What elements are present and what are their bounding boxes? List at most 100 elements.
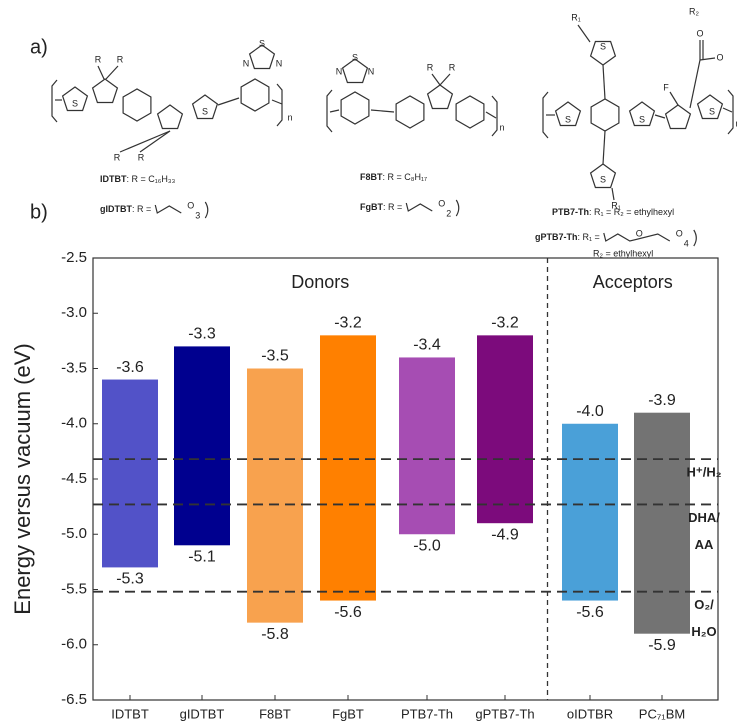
chain-label: 4 xyxy=(684,238,689,248)
bond xyxy=(689,59,701,109)
bond xyxy=(271,99,283,105)
bar xyxy=(320,335,376,601)
atom-label: n xyxy=(499,122,504,132)
caption-text: : R₁ = xyxy=(578,232,600,242)
bracket xyxy=(542,91,549,139)
bond xyxy=(439,73,451,86)
atom-label: S xyxy=(72,98,78,108)
caption: gIDTBT: R = xyxy=(100,204,151,214)
atom-label: R xyxy=(449,62,456,72)
ring xyxy=(395,95,425,129)
bond xyxy=(105,65,119,80)
atom-label: n xyxy=(735,118,737,128)
caption-text: : R = xyxy=(383,202,402,212)
bar xyxy=(634,412,690,634)
bond xyxy=(370,109,395,113)
atom-label: S xyxy=(709,106,715,116)
caption-name: IDTBT xyxy=(100,174,127,184)
ring xyxy=(91,78,119,104)
bracket xyxy=(491,95,498,137)
panel-label: b) xyxy=(30,201,48,223)
chain-label: O xyxy=(676,228,683,238)
ring xyxy=(122,88,152,122)
chain-label: O xyxy=(636,228,643,238)
atom-label: S xyxy=(639,114,645,124)
y-axis-label: Energy versus vacuum (eV) xyxy=(10,343,35,614)
atom-label: R₁ xyxy=(611,200,621,210)
atom-label: S xyxy=(600,41,606,51)
x-tick-label: PC₇₁BM xyxy=(639,706,685,721)
caption: gPTB7-Th: R₁ = xyxy=(535,232,600,242)
value-label: -4.9 xyxy=(491,526,519,543)
caption-text: : R = C₁₆H₃₃ xyxy=(127,174,176,184)
bracket xyxy=(727,89,734,135)
reference-label: AA xyxy=(695,537,714,552)
caption: F8BT: R = C₈H₁₇ xyxy=(360,172,427,182)
y-tick-label: -5.0 xyxy=(61,525,87,542)
bar xyxy=(102,379,158,568)
caption-name: gPTB7-Th xyxy=(535,232,578,242)
value-label: -5.0 xyxy=(413,537,441,554)
caption: PTB7-Th: R₁ = R₂ = ethylhexyl xyxy=(552,207,674,217)
atom-label: N xyxy=(276,58,283,68)
value-label: -3.3 xyxy=(188,326,216,343)
y-tick-label: -4.0 xyxy=(61,415,87,432)
bond xyxy=(97,65,105,80)
ring xyxy=(455,95,485,129)
atom-label: R xyxy=(95,54,102,64)
x-tick-label: gPTB7-Th xyxy=(475,706,534,721)
value-label: -5.3 xyxy=(116,571,144,588)
ring xyxy=(341,58,369,84)
ring xyxy=(628,101,656,127)
bond xyxy=(577,24,591,43)
atom-label: S xyxy=(352,52,358,62)
ring xyxy=(696,94,724,120)
bond xyxy=(119,130,171,153)
atom-label: R xyxy=(427,62,434,72)
ring xyxy=(340,91,370,125)
x-tick-label: F8BT xyxy=(259,706,291,721)
atom-label: N xyxy=(336,66,343,76)
atom-label: n xyxy=(287,112,292,122)
bracket xyxy=(326,89,333,133)
ring xyxy=(554,101,582,127)
ring xyxy=(191,94,219,120)
ring xyxy=(426,84,454,110)
bond xyxy=(329,109,340,113)
chain-bracket xyxy=(204,201,209,219)
ring xyxy=(248,44,276,70)
chain-label: 2 xyxy=(446,208,451,218)
y-tick-label: -4.5 xyxy=(61,470,87,487)
reference-label: H₂O xyxy=(691,624,716,639)
atom-label: S xyxy=(565,114,571,124)
bar xyxy=(247,368,303,623)
atom-label: R₂ xyxy=(689,6,699,16)
chain-bracket xyxy=(455,199,460,217)
bond xyxy=(431,73,441,86)
ring xyxy=(156,104,184,130)
chain xyxy=(154,204,182,214)
chain-label: O xyxy=(438,198,445,208)
value-label: -3.2 xyxy=(334,315,362,332)
bond xyxy=(699,57,716,61)
chain-label: 3 xyxy=(195,210,200,220)
y-tick-label: -3.0 xyxy=(61,304,87,321)
caption: IDTBT: R = C₁₆H₃₃ xyxy=(100,174,176,184)
section-label: Donors xyxy=(291,272,349,292)
value-label: -3.2 xyxy=(491,315,519,332)
x-tick-label: IDTBT xyxy=(111,706,149,721)
value-label: -3.6 xyxy=(116,359,144,376)
y-tick-label: -6.0 xyxy=(61,636,87,653)
caption-name: FgBT xyxy=(360,202,383,212)
atom-label: R xyxy=(138,152,145,162)
ring xyxy=(590,98,620,132)
value-label: -5.6 xyxy=(334,604,362,621)
caption-text: : R₁ = R₂ = ethylhexyl xyxy=(589,207,674,217)
caption-name: gIDTBT xyxy=(100,204,132,214)
bond xyxy=(654,114,666,119)
chain xyxy=(603,232,671,242)
ring xyxy=(240,78,270,112)
value-label: -3.9 xyxy=(648,392,676,409)
atom-label: O xyxy=(696,28,703,38)
